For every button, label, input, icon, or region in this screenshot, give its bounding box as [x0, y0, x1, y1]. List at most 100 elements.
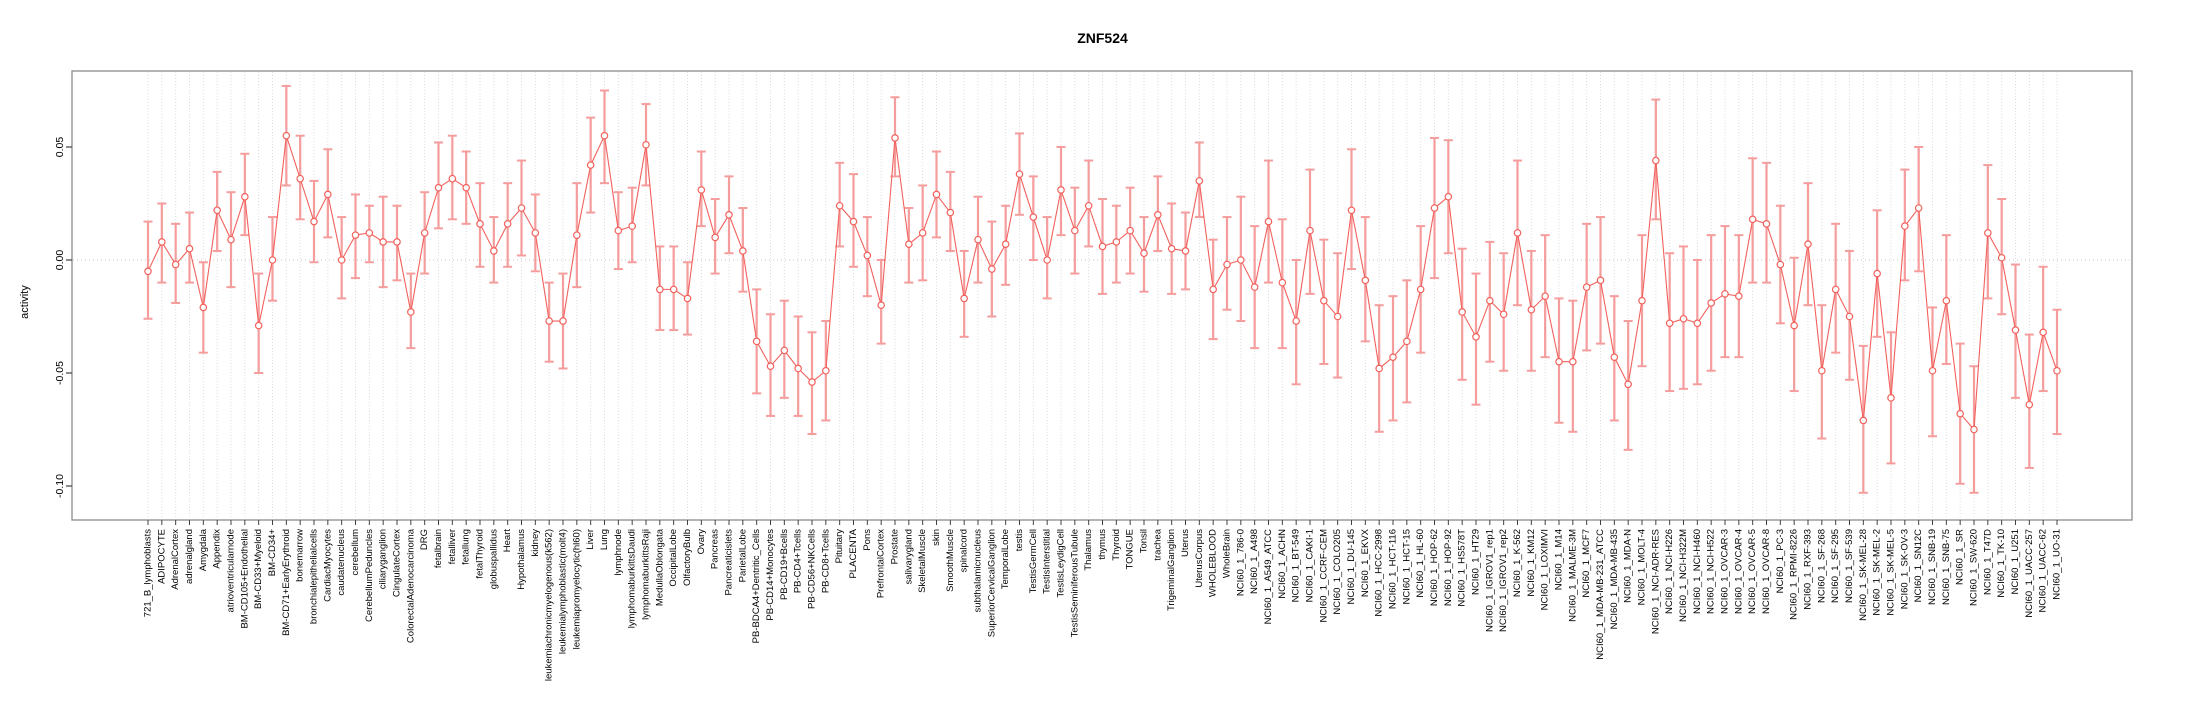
- data-point: [711, 233, 719, 242]
- x-tick-label: ciliaryganglion: [378, 529, 389, 589]
- x-tick-label: NCI60_1_RPMI-8226: [1789, 529, 1800, 620]
- x-tick-label: NCI60_1_CCRF-CEM: [1318, 529, 1329, 623]
- x-tick-label: Thalamus: [1083, 529, 1094, 571]
- data-point: [531, 229, 540, 237]
- x-tick-label: thymus: [1097, 529, 1108, 560]
- x-tick-label: NCI60_1_U251: [2010, 529, 2021, 595]
- data-point: [1721, 290, 1729, 298]
- x-tick-label: NCI60_1_HCT-15: [1401, 529, 1412, 605]
- x-tick-label: 721_B_lymphoblasts: [143, 529, 154, 617]
- data-point: [1707, 299, 1715, 307]
- x-tick-label: CardiacMyocytes: [322, 529, 333, 602]
- x-tick-label: PB-CD14+Monocytes: [765, 529, 776, 621]
- x-tick-label: NCI60_1_UO-31: [2052, 529, 2063, 600]
- x-tick-label: NCI60_1_M14: [1554, 529, 1565, 590]
- x-tick-label: NCI60_1_EKVX: [1360, 528, 1371, 597]
- x-tick-label: DRG: [419, 529, 430, 550]
- x-tick-label: TestisSeminiferousTubule: [1069, 529, 1080, 637]
- x-tick-label: ADIPOCYTE: [156, 529, 167, 584]
- x-tick-label: NCI60_1_TK-10: [1996, 529, 2007, 598]
- data-point: [1140, 249, 1148, 258]
- data-point: [1278, 278, 1287, 287]
- x-tick-label: NCI60_1_CAKI-1: [1305, 529, 1316, 602]
- data-point: [1375, 364, 1383, 373]
- data-point: [144, 267, 152, 276]
- x-tick-label: spinalcord: [959, 529, 970, 572]
- x-tick-label: NCI60_1_OVCAR-8: [1761, 529, 1772, 614]
- data-point: [683, 294, 692, 303]
- x-tick-label: NCI60_1_NCI-ADR-RES: [1650, 529, 1661, 634]
- data-point: [434, 183, 443, 192]
- data-point: [1071, 226, 1079, 235]
- data-point: [1403, 337, 1411, 346]
- data-point: [310, 217, 318, 226]
- x-tick-label: Heart: [502, 529, 513, 553]
- x-tick-label: Pituitary: [834, 529, 845, 564]
- data-point: [1292, 317, 1300, 325]
- x-tick-label: lymphomaburkittsDaudi: [627, 529, 638, 628]
- data-point: [1541, 292, 1549, 300]
- data-point: [1416, 285, 1425, 294]
- x-tick-label: BM-CD105+Endothelial: [239, 529, 250, 629]
- data-point: [600, 131, 609, 140]
- data-point: [171, 260, 180, 269]
- x-tick-label: fetallung: [461, 529, 472, 565]
- data-point: [503, 220, 512, 228]
- y-axis-title: activity: [18, 285, 31, 319]
- data-point: [1430, 204, 1439, 212]
- data-point: [1624, 380, 1632, 389]
- data-point: [960, 294, 968, 303]
- data-point: [697, 186, 706, 194]
- data-point: [642, 140, 650, 149]
- x-tick-label: OlfactoryBulb: [682, 529, 693, 586]
- x-tick-label: NCI60_1_IGROV1_rep1: [1484, 529, 1495, 632]
- data-point: [365, 229, 374, 237]
- data-point: [379, 238, 387, 246]
- data-point: [573, 231, 581, 239]
- data-point: [1997, 253, 2006, 262]
- data-point: [794, 364, 802, 373]
- x-tick-label: NCI60_1_KM12: [1526, 529, 1537, 597]
- data-point: [1790, 321, 1798, 330]
- y-tick-label: 0.05: [54, 137, 66, 158]
- data-point: [1527, 305, 1536, 314]
- data-point: [725, 211, 733, 219]
- data-point: [158, 238, 166, 246]
- data-point: [282, 131, 291, 140]
- x-tick-label: fetalThyroid: [475, 529, 486, 579]
- data-point: [1638, 296, 1646, 305]
- data-point: [1942, 296, 1951, 305]
- data-point: [1154, 211, 1162, 219]
- x-tick-label: NCI60_1_NCI-H460: [1692, 529, 1703, 614]
- x-tick-label: NCI60_1_SF-295: [1830, 529, 1841, 603]
- y-tick-label: -0.10: [54, 474, 66, 498]
- x-tick-label: fetalbrain: [433, 529, 444, 568]
- data-point: [545, 317, 553, 325]
- x-tick-label: Pancreas: [710, 529, 721, 569]
- x-tick-label: NCI60_1_HOP-92: [1443, 529, 1454, 606]
- data-point: [628, 222, 636, 230]
- y-axis: 0.05 0.00 -0.05 -0.10: [54, 137, 72, 498]
- x-tick-label: NCI60_1_BT-549: [1291, 529, 1302, 602]
- data-point: [490, 247, 498, 255]
- x-tick-label: NCI60_1_UACC-62: [2038, 529, 2049, 612]
- x-tick-label: NCI60_1_HCT-116: [1388, 529, 1399, 609]
- data-point: [1195, 177, 1204, 185]
- data-point: [227, 235, 235, 244]
- data-point: [1831, 285, 1840, 294]
- x-tick-label: NCI60_1_MDA-N: [1623, 529, 1634, 603]
- data-point: [1347, 206, 1356, 215]
- data-point: [614, 226, 623, 235]
- data-point: [1582, 283, 1591, 291]
- data-point: [1762, 220, 1771, 228]
- x-tick-label: NCI60_1_SK-MEL-28: [1858, 529, 1869, 621]
- x-tick-label: NCI60_1_RXF-393: [1803, 529, 1814, 610]
- data-point: [932, 190, 941, 199]
- x-tick-label: Pancreaticislets: [724, 529, 735, 596]
- x-tick-label: NCI60_1_SW-620: [1969, 529, 1980, 606]
- x-tick-label: PB-CD56+NKCells: [807, 529, 818, 609]
- data-point: [1652, 156, 1660, 165]
- x-tick-label: TestisInterstitial: [1042, 529, 1053, 594]
- data-point: [1237, 256, 1245, 264]
